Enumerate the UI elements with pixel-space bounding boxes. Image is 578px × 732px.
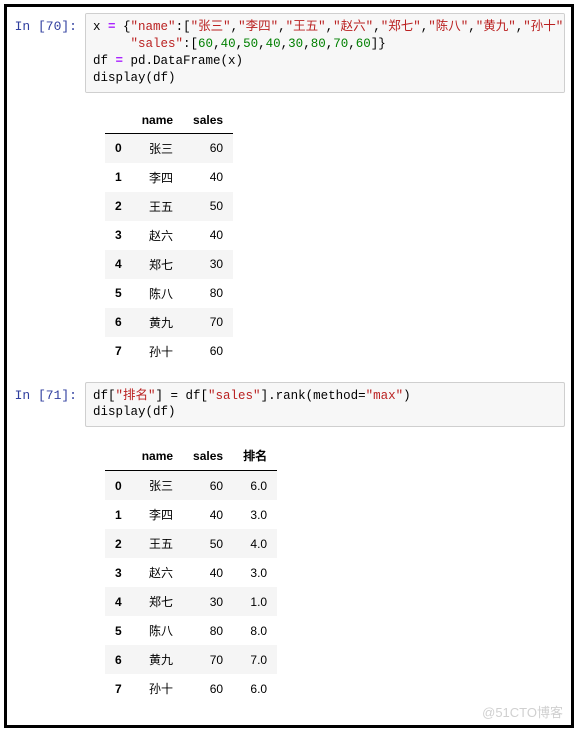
table-cell: 李四 bbox=[132, 500, 183, 529]
table-cell: 孙十 bbox=[132, 674, 183, 703]
table-cell: 3.0 bbox=[233, 558, 277, 587]
cell-output: name sales 0张三601李四402王五503赵六404郑七305陈八8… bbox=[85, 107, 565, 366]
table-cell: 赵六 bbox=[132, 558, 183, 587]
table-cell: 40 bbox=[183, 558, 233, 587]
table-row: 6黄九70 bbox=[105, 308, 233, 337]
table-cell: 赵六 bbox=[132, 221, 183, 250]
table-row: 4郑七301.0 bbox=[105, 587, 277, 616]
row-index: 4 bbox=[105, 250, 132, 279]
table-cell: 黄九 bbox=[132, 645, 183, 674]
table-cell: 王五 bbox=[132, 529, 183, 558]
dataframe-table: name sales 0张三601李四402王五503赵六404郑七305陈八8… bbox=[105, 107, 233, 366]
table-row: 3赵六403.0 bbox=[105, 558, 277, 587]
row-index: 6 bbox=[105, 645, 132, 674]
table-cell: 50 bbox=[183, 529, 233, 558]
cell-output: name sales 排名 0张三606.01李四403.02王五504.03赵… bbox=[85, 441, 565, 703]
row-index: 5 bbox=[105, 616, 132, 645]
table-cell: 4.0 bbox=[233, 529, 277, 558]
table-cell: 3.0 bbox=[233, 500, 277, 529]
code-cell: In [71]: df["排名"] = df["sales"].rank(met… bbox=[13, 382, 565, 428]
table-cell: 40 bbox=[183, 500, 233, 529]
table-cell: 6.0 bbox=[233, 471, 277, 501]
table-cell: 30 bbox=[183, 587, 233, 616]
table-row: 1李四403.0 bbox=[105, 500, 277, 529]
table-cell: 60 bbox=[183, 337, 233, 366]
table-row: 2王五504.0 bbox=[105, 529, 277, 558]
row-index: 0 bbox=[105, 471, 132, 501]
table-cell: 40 bbox=[183, 221, 233, 250]
table-cell: 80 bbox=[183, 616, 233, 645]
row-index: 3 bbox=[105, 221, 132, 250]
col-sales: sales bbox=[183, 441, 233, 471]
table-cell: 陈八 bbox=[132, 616, 183, 645]
table-row: 7孙十60 bbox=[105, 337, 233, 366]
table-cell: 70 bbox=[183, 645, 233, 674]
table-row: 3赵六40 bbox=[105, 221, 233, 250]
table-row: 0张三60 bbox=[105, 133, 233, 163]
table-header-row: name sales 排名 bbox=[105, 441, 277, 471]
table-cell: 6.0 bbox=[233, 674, 277, 703]
row-index: 1 bbox=[105, 500, 132, 529]
table-row: 6黄九707.0 bbox=[105, 645, 277, 674]
table-cell: 60 bbox=[183, 674, 233, 703]
code-cell: In [70]: x = {"name":["张三","李四","王五","赵六… bbox=[13, 13, 565, 93]
table-cell: 7.0 bbox=[233, 645, 277, 674]
table-cell: 40 bbox=[183, 163, 233, 192]
table-cell: 1.0 bbox=[233, 587, 277, 616]
col-index bbox=[105, 107, 132, 134]
row-index: 4 bbox=[105, 587, 132, 616]
table-cell: 李四 bbox=[132, 163, 183, 192]
row-index: 6 bbox=[105, 308, 132, 337]
table-cell: 80 bbox=[183, 279, 233, 308]
row-index: 7 bbox=[105, 674, 132, 703]
table-cell: 8.0 bbox=[233, 616, 277, 645]
code-input[interactable]: df["排名"] = df["sales"].rank(method="max"… bbox=[85, 382, 565, 428]
row-index: 0 bbox=[105, 133, 132, 163]
table-row: 2王五50 bbox=[105, 192, 233, 221]
table-row: 0张三606.0 bbox=[105, 471, 277, 501]
watermark-text: @51CTO博客 bbox=[482, 702, 563, 721]
row-index: 7 bbox=[105, 337, 132, 366]
table-cell: 王五 bbox=[132, 192, 183, 221]
input-prompt: In [71]: bbox=[13, 382, 85, 428]
table-row: 5陈八80 bbox=[105, 279, 233, 308]
table-cell: 60 bbox=[183, 133, 233, 163]
notebook-container: In [70]: x = {"name":["张三","李四","王五","赵六… bbox=[4, 4, 574, 728]
col-name: name bbox=[132, 441, 183, 471]
table-cell: 郑七 bbox=[132, 250, 183, 279]
table-cell: 50 bbox=[183, 192, 233, 221]
row-index: 5 bbox=[105, 279, 132, 308]
table-cell: 60 bbox=[183, 471, 233, 501]
code-input[interactable]: x = {"name":["张三","李四","王五","赵六","郑七","陈… bbox=[85, 13, 565, 93]
table-cell: 孙十 bbox=[132, 337, 183, 366]
table-row: 7孙十606.0 bbox=[105, 674, 277, 703]
row-index: 1 bbox=[105, 163, 132, 192]
col-rank: 排名 bbox=[233, 441, 277, 471]
table-cell: 郑七 bbox=[132, 587, 183, 616]
row-index: 2 bbox=[105, 192, 132, 221]
table-header-row: name sales bbox=[105, 107, 233, 134]
dataframe-table: name sales 排名 0张三606.01李四403.02王五504.03赵… bbox=[105, 441, 277, 703]
table-cell: 黄九 bbox=[132, 308, 183, 337]
table-cell: 张三 bbox=[132, 471, 183, 501]
table-row: 4郑七30 bbox=[105, 250, 233, 279]
table-cell: 张三 bbox=[132, 133, 183, 163]
row-index: 3 bbox=[105, 558, 132, 587]
table-cell: 30 bbox=[183, 250, 233, 279]
table-cell: 陈八 bbox=[132, 279, 183, 308]
col-sales: sales bbox=[183, 107, 233, 134]
table-row: 1李四40 bbox=[105, 163, 233, 192]
input-prompt: In [70]: bbox=[13, 13, 85, 93]
row-index: 2 bbox=[105, 529, 132, 558]
col-name: name bbox=[132, 107, 183, 134]
table-row: 5陈八808.0 bbox=[105, 616, 277, 645]
table-cell: 70 bbox=[183, 308, 233, 337]
col-index bbox=[105, 441, 132, 471]
